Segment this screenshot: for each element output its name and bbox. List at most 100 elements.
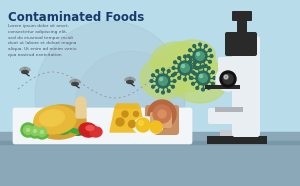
Circle shape [172, 67, 175, 69]
Circle shape [216, 67, 240, 91]
Circle shape [192, 71, 194, 74]
Circle shape [167, 90, 170, 92]
Circle shape [160, 78, 163, 81]
Circle shape [189, 77, 192, 79]
Bar [207, 136, 267, 144]
Circle shape [31, 126, 40, 135]
Circle shape [172, 85, 174, 88]
Ellipse shape [34, 106, 76, 134]
Ellipse shape [56, 127, 74, 137]
Circle shape [181, 64, 189, 72]
Circle shape [189, 60, 191, 63]
Circle shape [178, 77, 181, 79]
Circle shape [220, 71, 236, 87]
Circle shape [178, 57, 181, 60]
Circle shape [204, 65, 207, 67]
Ellipse shape [50, 130, 60, 134]
Circle shape [196, 86, 199, 89]
FancyBboxPatch shape [225, 32, 257, 56]
Circle shape [194, 72, 196, 75]
Circle shape [193, 49, 207, 63]
Circle shape [213, 77, 216, 79]
Circle shape [207, 67, 210, 69]
Circle shape [35, 125, 49, 139]
Circle shape [167, 70, 170, 72]
Circle shape [40, 131, 43, 134]
Circle shape [134, 111, 139, 116]
Circle shape [152, 85, 154, 88]
Circle shape [199, 66, 201, 69]
FancyBboxPatch shape [150, 112, 172, 128]
Bar [205, 85, 240, 89]
Ellipse shape [79, 123, 97, 137]
Circle shape [190, 77, 193, 79]
Circle shape [210, 55, 213, 57]
Circle shape [199, 74, 207, 82]
Circle shape [199, 43, 201, 46]
Ellipse shape [60, 130, 70, 134]
Circle shape [156, 90, 159, 92]
Ellipse shape [34, 105, 86, 139]
Circle shape [28, 124, 42, 138]
Circle shape [162, 68, 164, 71]
Circle shape [196, 52, 200, 56]
Ellipse shape [170, 40, 215, 72]
Ellipse shape [90, 127, 102, 137]
Circle shape [194, 61, 196, 64]
Circle shape [174, 61, 176, 64]
Circle shape [193, 65, 196, 67]
FancyBboxPatch shape [218, 57, 242, 71]
Ellipse shape [152, 44, 218, 92]
Polygon shape [115, 104, 140, 108]
Circle shape [184, 78, 186, 81]
Circle shape [34, 129, 37, 132]
Bar [0, 132, 300, 186]
Ellipse shape [70, 129, 80, 133]
Circle shape [136, 118, 150, 132]
Bar [220, 130, 255, 136]
Circle shape [202, 65, 204, 68]
Circle shape [212, 82, 214, 85]
Circle shape [148, 100, 176, 128]
Circle shape [189, 49, 191, 52]
Bar [215, 107, 243, 112]
Circle shape [26, 129, 29, 132]
Text: Contaminated Foods: Contaminated Foods [8, 11, 144, 24]
Ellipse shape [72, 83, 78, 86]
Circle shape [139, 121, 143, 126]
Circle shape [187, 55, 190, 57]
Ellipse shape [127, 81, 133, 84]
FancyBboxPatch shape [232, 36, 260, 137]
Circle shape [172, 74, 174, 77]
Text: Lorem ipsum dolor sit amet,
consectetur adipiscing elit,
sed do eiusmod tempor i: Lorem ipsum dolor sit amet, consectetur … [8, 24, 76, 57]
Circle shape [174, 72, 176, 75]
Circle shape [162, 91, 164, 94]
Circle shape [23, 126, 32, 134]
Circle shape [182, 65, 184, 68]
Circle shape [212, 71, 214, 74]
Circle shape [173, 80, 176, 82]
Bar [237, 16, 247, 36]
Ellipse shape [20, 67, 26, 71]
Circle shape [189, 57, 192, 60]
Ellipse shape [36, 127, 54, 135]
Circle shape [223, 74, 233, 84]
Ellipse shape [172, 59, 227, 103]
Circle shape [156, 70, 159, 72]
Ellipse shape [40, 129, 50, 133]
Circle shape [122, 111, 128, 117]
FancyBboxPatch shape [232, 11, 252, 21]
Circle shape [193, 45, 196, 47]
Circle shape [192, 82, 194, 85]
Circle shape [196, 67, 199, 69]
Circle shape [152, 74, 154, 77]
Ellipse shape [46, 128, 64, 136]
FancyBboxPatch shape [76, 100, 86, 118]
Ellipse shape [75, 79, 80, 83]
Circle shape [195, 67, 198, 69]
FancyBboxPatch shape [208, 108, 242, 124]
Ellipse shape [70, 79, 75, 83]
Ellipse shape [25, 67, 30, 71]
Circle shape [38, 127, 46, 137]
Ellipse shape [133, 117, 163, 135]
